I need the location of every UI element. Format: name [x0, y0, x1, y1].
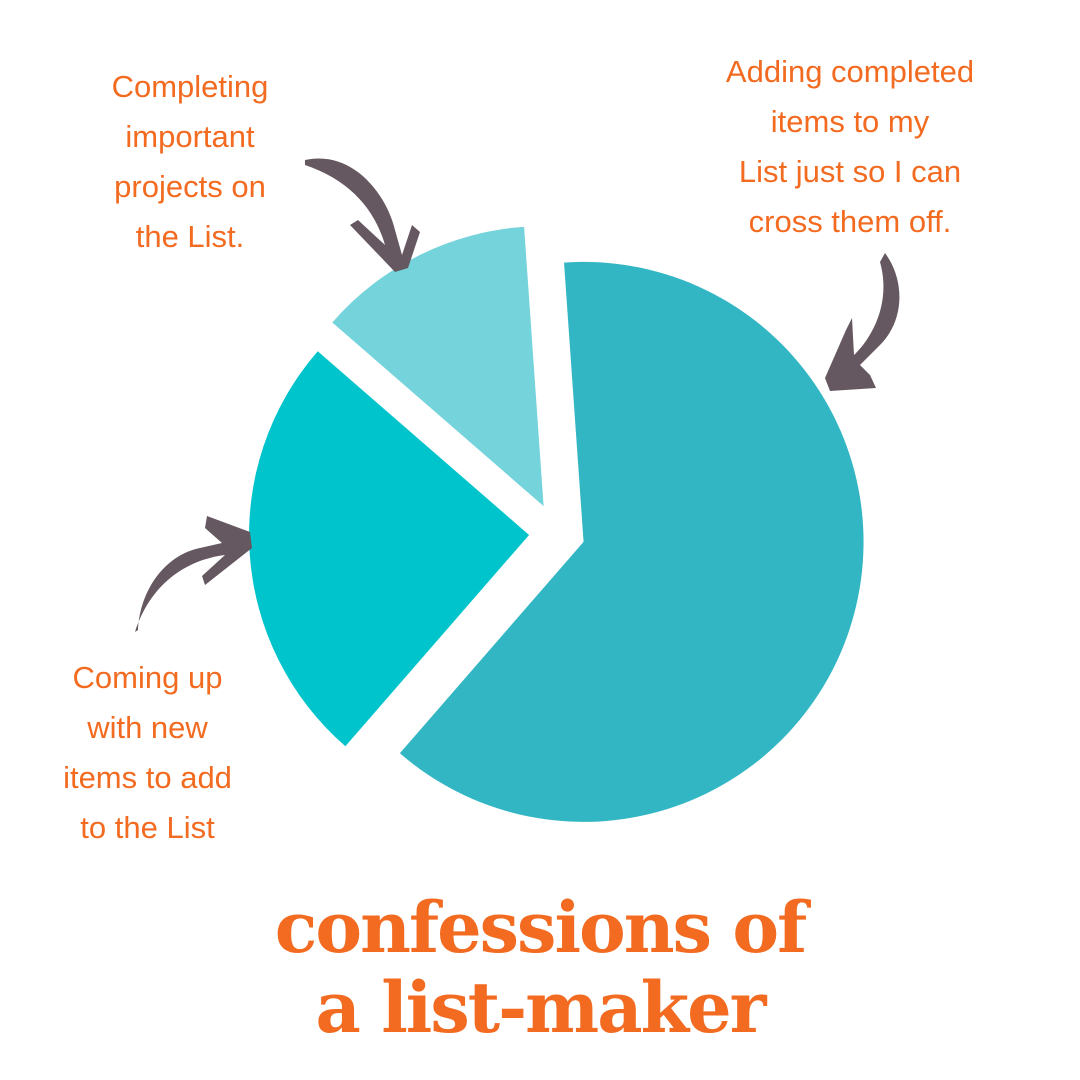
arrow-icon-top-left [305, 158, 420, 272]
label-adding-completed-items: Adding completed items to my List just s… [725, 54, 975, 239]
title-line-2: a list-maker [315, 966, 766, 1049]
arrow-icon-bottom-left [135, 516, 252, 632]
chart-title: confessions of a list-maker [0, 888, 1080, 1048]
arrow-icon-top-right [825, 253, 900, 391]
pie-slice-3 [332, 226, 544, 507]
title-line-1: confessions of [274, 886, 807, 969]
label-completing-projects: Completing important projects on the Lis… [111, 69, 269, 254]
pie-slice-1 [399, 261, 864, 822]
label-coming-up-with-items: Coming up with new items to add to the L… [63, 660, 232, 845]
pie-slice-2 [249, 351, 530, 747]
